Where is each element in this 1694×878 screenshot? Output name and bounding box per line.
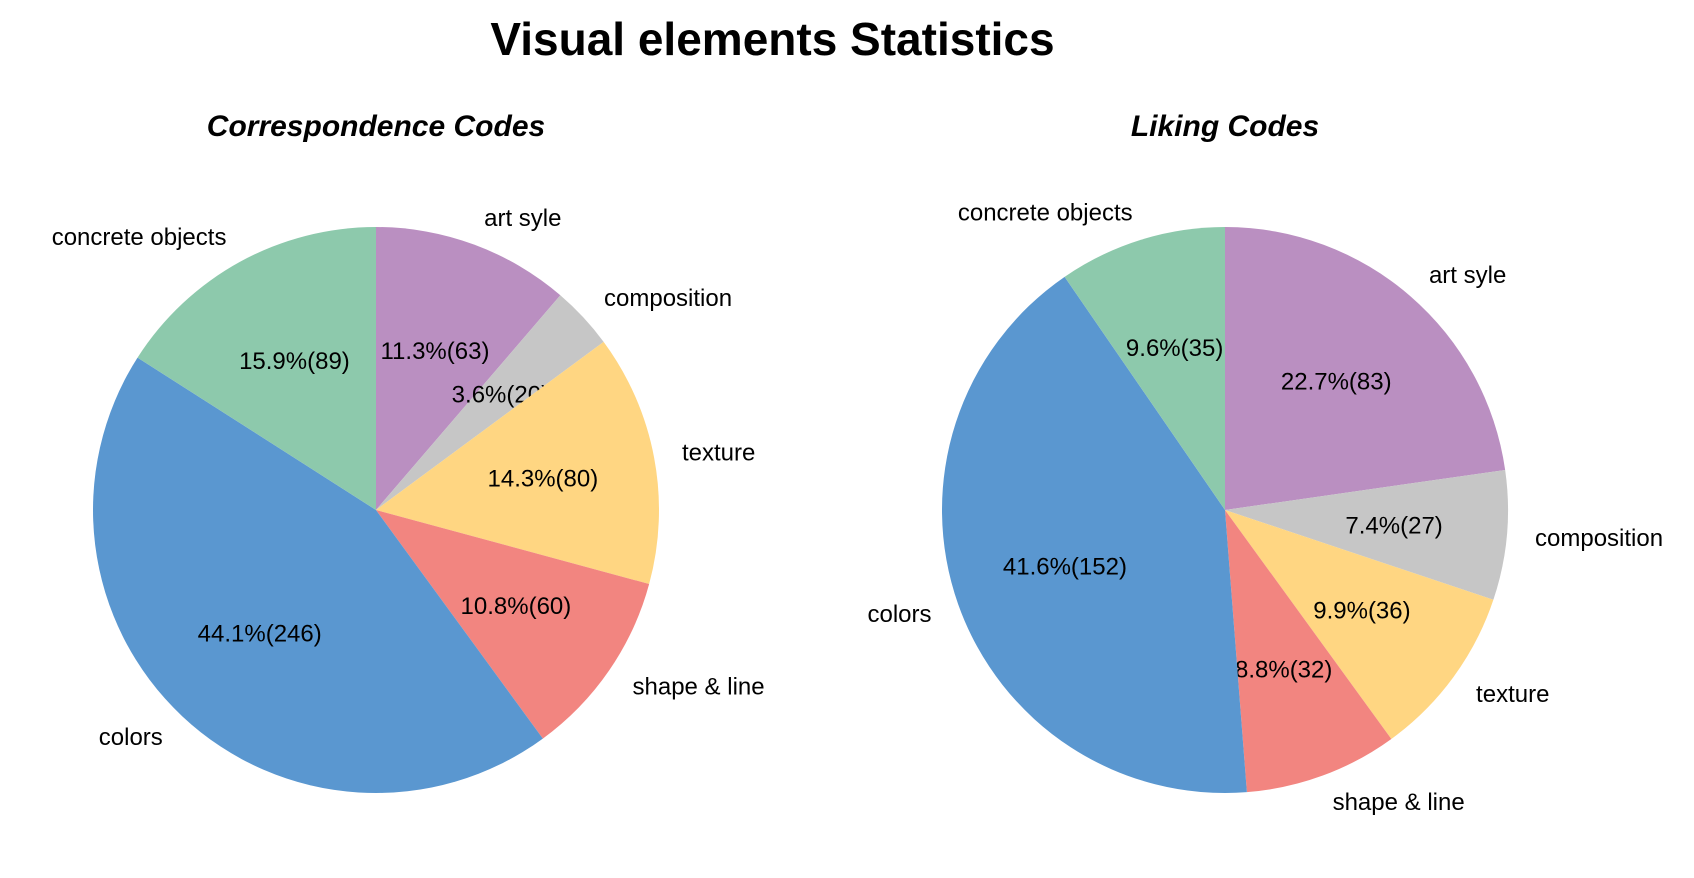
pie-slice-shape-and-line bbox=[1225, 510, 1392, 793]
pie-slice-art-syle bbox=[1225, 227, 1506, 510]
pie-category-label: art syle bbox=[1429, 262, 1506, 289]
pie-title-correspondence: Correspondence Codes bbox=[207, 110, 545, 143]
pie-slice-colors bbox=[942, 276, 1247, 793]
pie-correspondence-codes: 11.3%(63)art syle3.6%(20)composition14.3… bbox=[52, 110, 765, 793]
pie-percent-label: 8.8%(32) bbox=[1235, 656, 1332, 683]
pie-percent-label: 22.7%(83) bbox=[1281, 369, 1392, 396]
pie-slice-colors bbox=[93, 357, 543, 793]
pie-slice-composition bbox=[376, 295, 604, 510]
pie-slice-concrete-objects bbox=[137, 227, 376, 510]
pie-percent-label: 11.3%(63) bbox=[380, 338, 489, 365]
pie-category-label: shape & line bbox=[1333, 789, 1465, 816]
pie-percent-label: 9.6%(35) bbox=[1126, 335, 1223, 362]
pie-percent-label: 15.9%(89) bbox=[239, 348, 350, 375]
pie-category-label: colors bbox=[867, 601, 931, 628]
pie-category-label: colors bbox=[99, 724, 163, 751]
pie-slice-concrete-objects bbox=[1064, 227, 1225, 510]
pie-percent-label: 14.3%(80) bbox=[488, 466, 599, 493]
pie-percent-label: 44.1%(246) bbox=[198, 621, 322, 648]
pie-percent-label: 10.8%(60) bbox=[461, 593, 572, 620]
pie-slice-shape-and-line bbox=[376, 510, 650, 739]
pie-category-label: composition bbox=[604, 285, 732, 312]
pie-slice-texture bbox=[376, 341, 659, 585]
pie-category-label: art syle bbox=[484, 205, 561, 232]
pie-category-label: composition bbox=[1535, 525, 1663, 552]
pie-category-label: texture bbox=[1476, 681, 1549, 708]
pie-category-label: shape & line bbox=[633, 673, 765, 700]
chart-main-title: Visual elements Statistics bbox=[490, 13, 1055, 65]
pie-category-label: concrete objects bbox=[958, 200, 1133, 227]
pie-percent-label: 9.9%(36) bbox=[1313, 597, 1410, 624]
pie-percent-label: 7.4%(27) bbox=[1345, 512, 1442, 539]
pie-title-liking: Liking Codes bbox=[1131, 110, 1319, 143]
pie-slice-composition bbox=[1225, 469, 1508, 600]
pie-slice-art-syle bbox=[376, 227, 561, 510]
pie-percent-label: 41.6%(152) bbox=[1003, 554, 1127, 581]
pie-category-label: texture bbox=[682, 439, 755, 466]
pie-slice-texture bbox=[1225, 510, 1494, 739]
pie-liking-codes: 22.7%(83) art syle 7.4%(27) composition 9.9%… bbox=[867, 110, 1663, 816]
pie-category-label: concrete objects bbox=[52, 224, 227, 251]
